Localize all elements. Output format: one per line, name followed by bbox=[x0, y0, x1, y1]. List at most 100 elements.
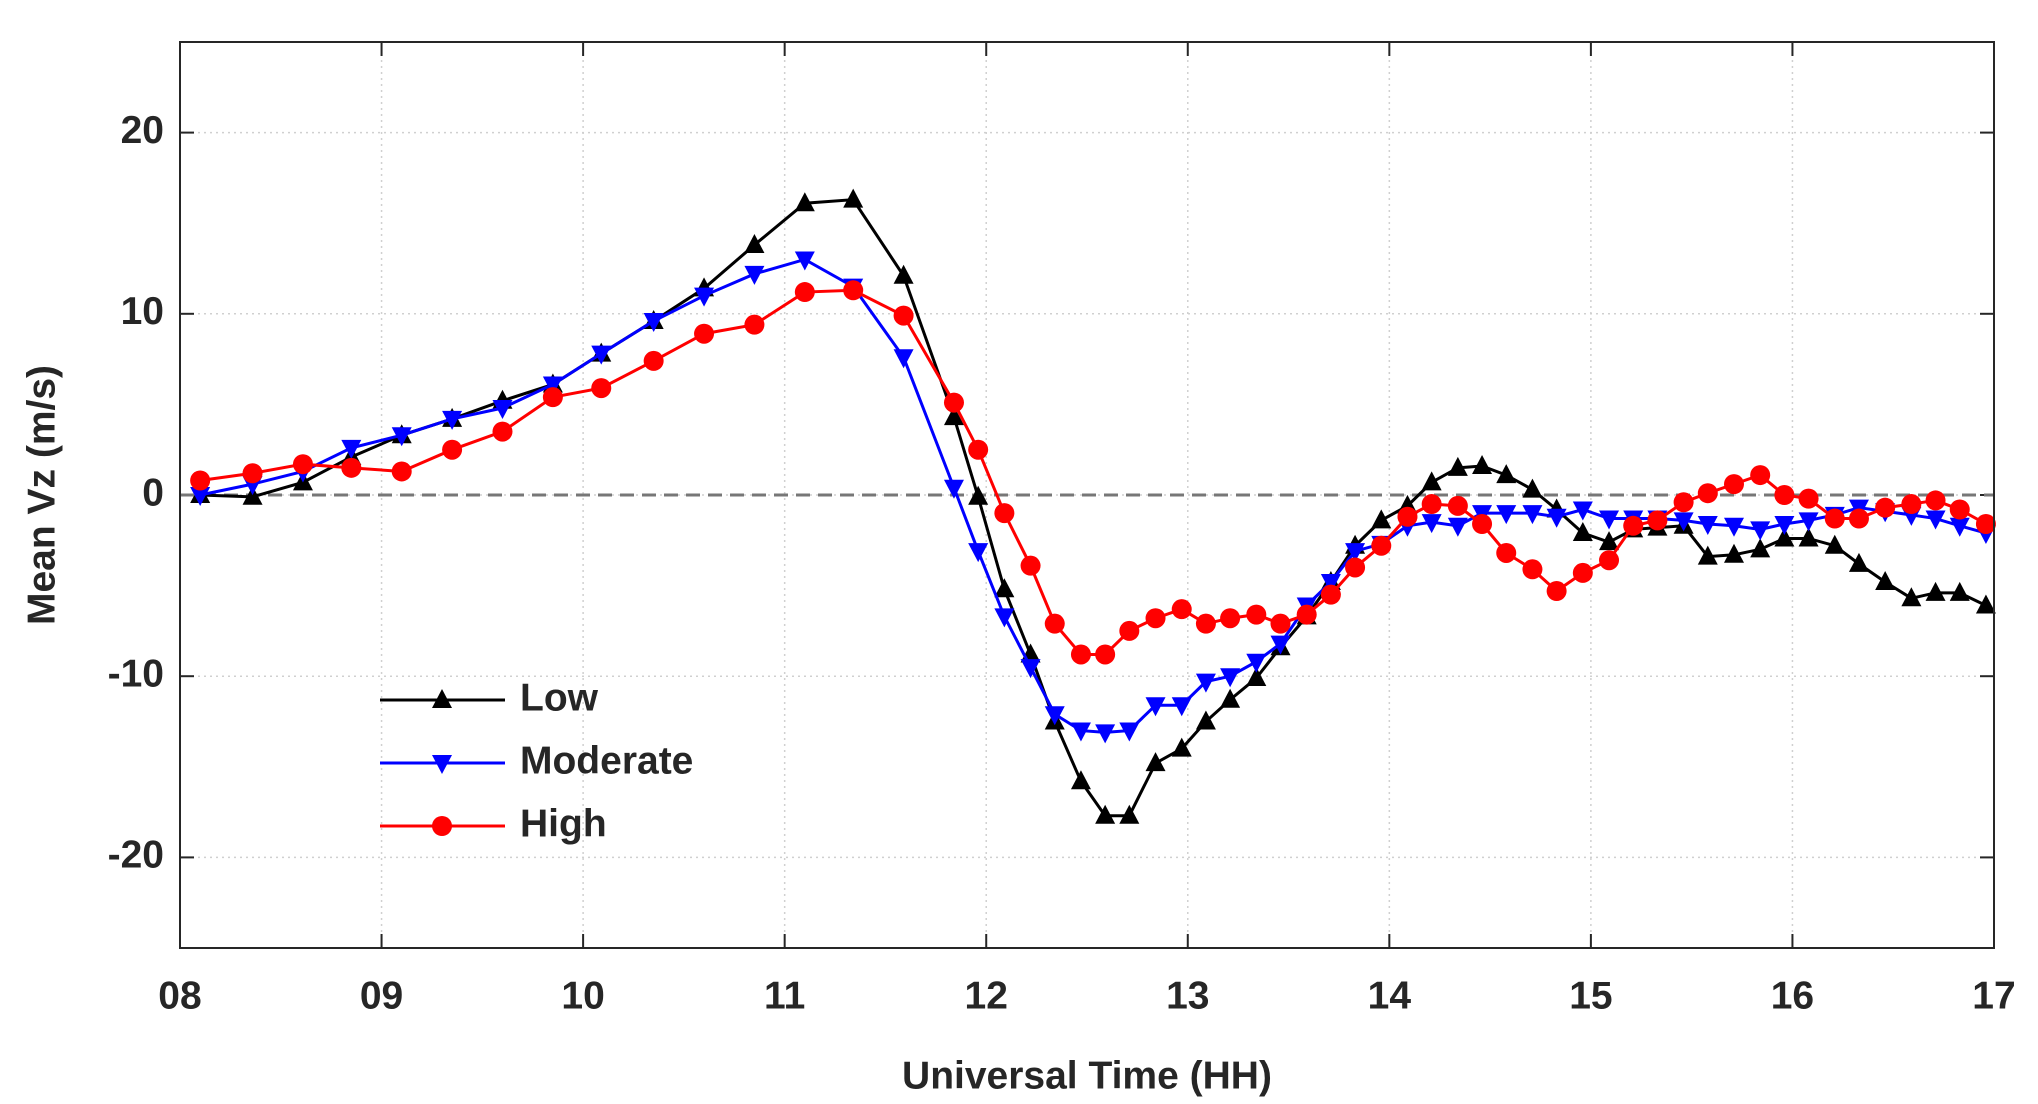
marker bbox=[1949, 499, 1970, 520]
series-line bbox=[200, 198, 1987, 818]
marker bbox=[1220, 688, 1241, 708]
marker bbox=[893, 305, 914, 326]
marker bbox=[1496, 542, 1517, 563]
legend-label: Moderate bbox=[520, 739, 693, 782]
marker bbox=[1171, 737, 1192, 757]
x-tick-label: 16 bbox=[1771, 974, 1814, 1017]
marker bbox=[893, 349, 914, 369]
marker bbox=[1875, 497, 1896, 518]
marker bbox=[432, 816, 452, 836]
marker bbox=[1522, 505, 1543, 525]
marker bbox=[1546, 581, 1567, 602]
marker bbox=[1270, 635, 1291, 655]
marker bbox=[1145, 697, 1166, 717]
marker bbox=[292, 454, 313, 475]
marker bbox=[492, 421, 513, 442]
marker bbox=[190, 487, 211, 506]
marker bbox=[1044, 706, 1065, 726]
marker bbox=[1195, 673, 1216, 693]
marker bbox=[1070, 644, 1091, 665]
marker bbox=[1774, 515, 1795, 535]
marker bbox=[1496, 464, 1517, 484]
marker bbox=[1095, 804, 1116, 824]
marker bbox=[1697, 545, 1718, 565]
marker bbox=[1345, 557, 1366, 578]
marker bbox=[1901, 494, 1922, 515]
marker bbox=[1447, 495, 1468, 516]
marker bbox=[1723, 517, 1744, 537]
marker bbox=[1522, 478, 1543, 498]
marker bbox=[1195, 710, 1216, 730]
marker bbox=[1320, 573, 1341, 593]
marker bbox=[1572, 501, 1593, 521]
marker bbox=[1925, 510, 1946, 530]
marker bbox=[643, 313, 664, 333]
marker bbox=[1750, 538, 1771, 558]
marker bbox=[1270, 613, 1291, 634]
marker bbox=[1599, 510, 1620, 530]
marker bbox=[1421, 471, 1442, 491]
marker bbox=[1220, 668, 1241, 688]
marker bbox=[1246, 653, 1267, 673]
marker bbox=[1546, 508, 1567, 528]
marker bbox=[1397, 506, 1418, 527]
marker bbox=[1447, 456, 1468, 476]
marker bbox=[442, 410, 463, 430]
x-tick-label: 15 bbox=[1569, 974, 1612, 1017]
marker bbox=[843, 280, 864, 301]
marker bbox=[1095, 724, 1116, 744]
marker bbox=[1070, 722, 1091, 742]
marker bbox=[1949, 517, 1970, 537]
marker bbox=[643, 350, 664, 371]
marker bbox=[1371, 509, 1392, 529]
marker bbox=[694, 287, 715, 307]
y-tick-label: 20 bbox=[121, 109, 164, 152]
marker bbox=[542, 387, 563, 408]
marker bbox=[893, 264, 914, 284]
marker bbox=[794, 282, 815, 303]
marker bbox=[1848, 552, 1869, 572]
marker bbox=[994, 608, 1015, 628]
marker bbox=[1750, 521, 1771, 541]
legend: Low Moderate High bbox=[380, 676, 693, 845]
marker bbox=[242, 463, 263, 484]
marker bbox=[432, 755, 452, 774]
marker bbox=[744, 265, 765, 285]
marker bbox=[1472, 513, 1493, 534]
marker bbox=[943, 392, 964, 413]
marker bbox=[1673, 512, 1694, 532]
marker bbox=[432, 689, 452, 708]
marker bbox=[591, 345, 612, 365]
marker bbox=[1044, 613, 1065, 634]
x-tick-label: 11 bbox=[764, 974, 805, 1017]
marker bbox=[694, 323, 715, 344]
marker bbox=[1798, 488, 1819, 509]
marker bbox=[994, 503, 1015, 524]
marker bbox=[542, 376, 563, 396]
marker bbox=[391, 461, 412, 482]
marker bbox=[968, 485, 989, 505]
y-tick-label: 10 bbox=[121, 290, 164, 333]
marker bbox=[1145, 608, 1166, 629]
marker bbox=[1345, 543, 1366, 563]
marker bbox=[1848, 508, 1869, 529]
x-tick-label: 12 bbox=[965, 974, 1008, 1017]
marker bbox=[843, 188, 864, 208]
marker bbox=[1673, 492, 1694, 513]
marker bbox=[1774, 527, 1795, 547]
x-axis-label: Universal Time (HH) bbox=[902, 1054, 1272, 1097]
marker bbox=[1824, 534, 1845, 554]
marker bbox=[1496, 505, 1517, 525]
y-tick-label: 0 bbox=[142, 471, 164, 514]
marker bbox=[1774, 485, 1795, 505]
marker bbox=[968, 543, 989, 563]
marker bbox=[1750, 465, 1771, 486]
marker bbox=[1975, 513, 1996, 534]
marker bbox=[1171, 599, 1192, 620]
x-tick-label: 17 bbox=[1972, 974, 2015, 1017]
marker bbox=[591, 378, 612, 399]
marker bbox=[1020, 659, 1041, 679]
marker bbox=[794, 251, 815, 271]
marker bbox=[1421, 514, 1442, 534]
marker bbox=[994, 578, 1015, 598]
